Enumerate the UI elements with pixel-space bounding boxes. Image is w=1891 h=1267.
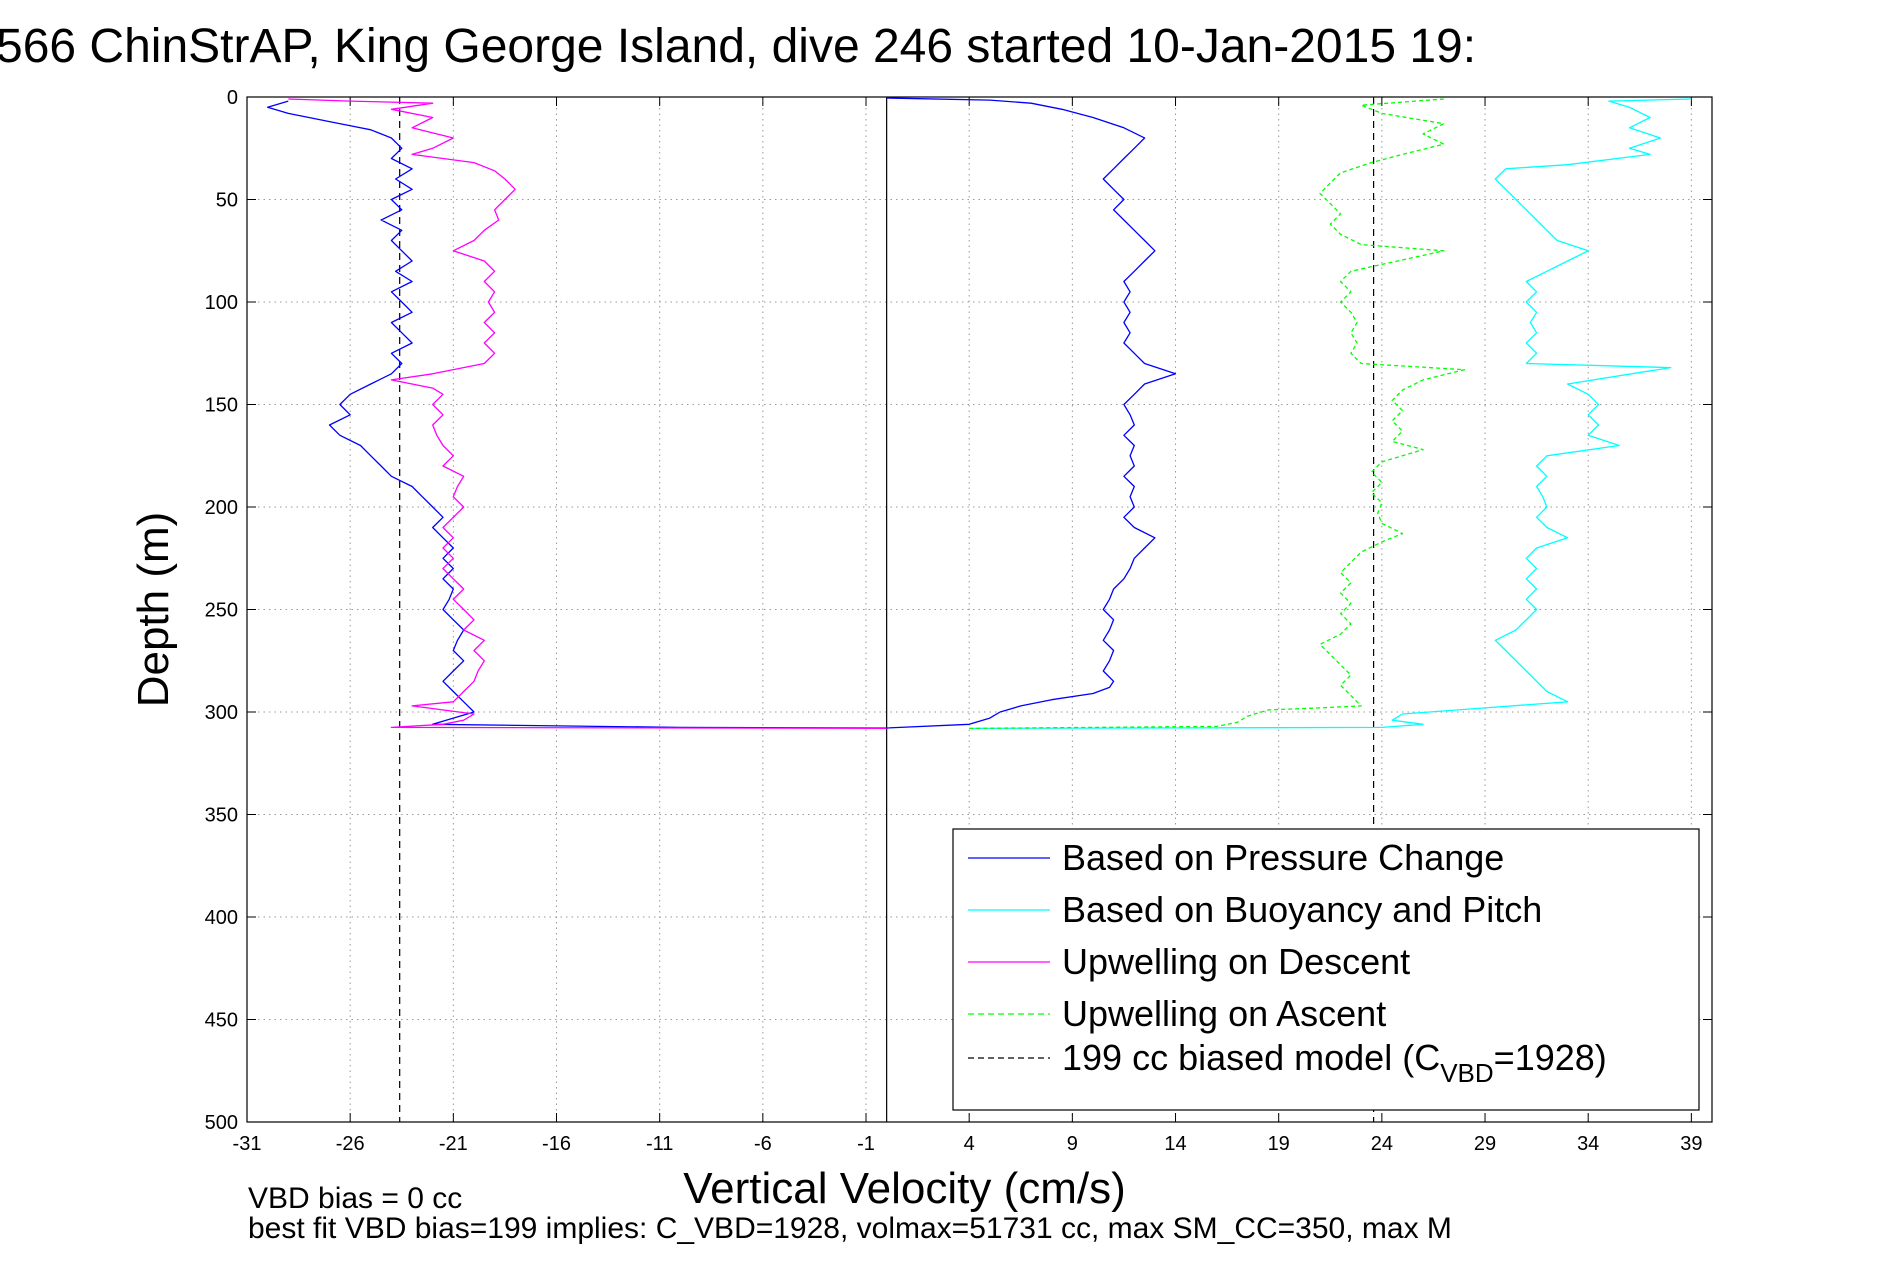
x-axis-label: Vertical Velocity (cm/s) xyxy=(683,1164,1126,1213)
footer-best-fit: best fit VBD bias=199 implies: C_VBD=192… xyxy=(248,1212,1452,1245)
y-tick-label: 350 xyxy=(205,805,238,827)
legend-label-subscript: VBD xyxy=(1440,1058,1493,1088)
legend-label-tail: =1928) xyxy=(1494,1037,1607,1078)
x-tick-label: -6 xyxy=(754,1133,772,1155)
x-tick-label: -11 xyxy=(646,1133,673,1155)
x-tick-label: 24 xyxy=(1371,1133,1393,1155)
x-tick-label: -26 xyxy=(336,1133,365,1155)
series-line-3 xyxy=(288,98,887,730)
y-tick-label: 200 xyxy=(205,497,238,519)
y-tick-label: 0 xyxy=(227,87,238,109)
x-tick-label: -1 xyxy=(857,1133,875,1155)
series-line-4 xyxy=(969,98,1466,730)
footer-vbd-bias: VBD bias = 0 cc xyxy=(248,1182,462,1215)
y-tick-label: 500 xyxy=(205,1112,238,1134)
series-line-1 xyxy=(266,97,1177,729)
x-tick-label: 14 xyxy=(1164,1133,1186,1155)
y-tick-label: 100 xyxy=(205,292,238,314)
x-tick-label: 9 xyxy=(1067,1133,1078,1155)
legend-label: Upwelling on Ascent xyxy=(1062,993,1386,1034)
legend-label: Based on Pressure Change xyxy=(1062,837,1504,878)
chart-title: 566 ChinStrAP, King George Island, dive … xyxy=(0,20,1476,73)
y-tick-label: 400 xyxy=(205,907,238,929)
y-tick-label: 250 xyxy=(205,600,238,622)
plot-area: -31 -26 -21 -16 -11 -6 -1 4 9 14 19 24 29 34 39 0 50 100 1… xyxy=(129,87,1713,1213)
x-tick-label: 4 xyxy=(964,1133,975,1155)
y-axis-label: Depth (m) xyxy=(129,512,178,708)
legend-box xyxy=(952,828,1700,1111)
x-tick-label: -31 xyxy=(233,1133,262,1155)
series-line-2 xyxy=(969,98,1692,730)
y-tick-label: 450 xyxy=(205,1010,238,1032)
y-tick-label: 300 xyxy=(205,702,238,724)
x-tick-label: -16 xyxy=(542,1133,571,1155)
legend-label: Upwelling on Descent xyxy=(1062,941,1410,982)
x-tick-label: 34 xyxy=(1577,1133,1599,1155)
x-tick-label: -21 xyxy=(439,1133,468,1155)
legend-label: Based on Buoyancy and Pitch xyxy=(1062,889,1542,930)
x-tick-label: 19 xyxy=(1268,1133,1290,1155)
y-tick-label: 150 xyxy=(205,395,238,417)
x-tick-label: 39 xyxy=(1680,1133,1702,1155)
x-tick-label: 29 xyxy=(1474,1133,1496,1155)
y-tick-label: 50 xyxy=(216,190,238,212)
